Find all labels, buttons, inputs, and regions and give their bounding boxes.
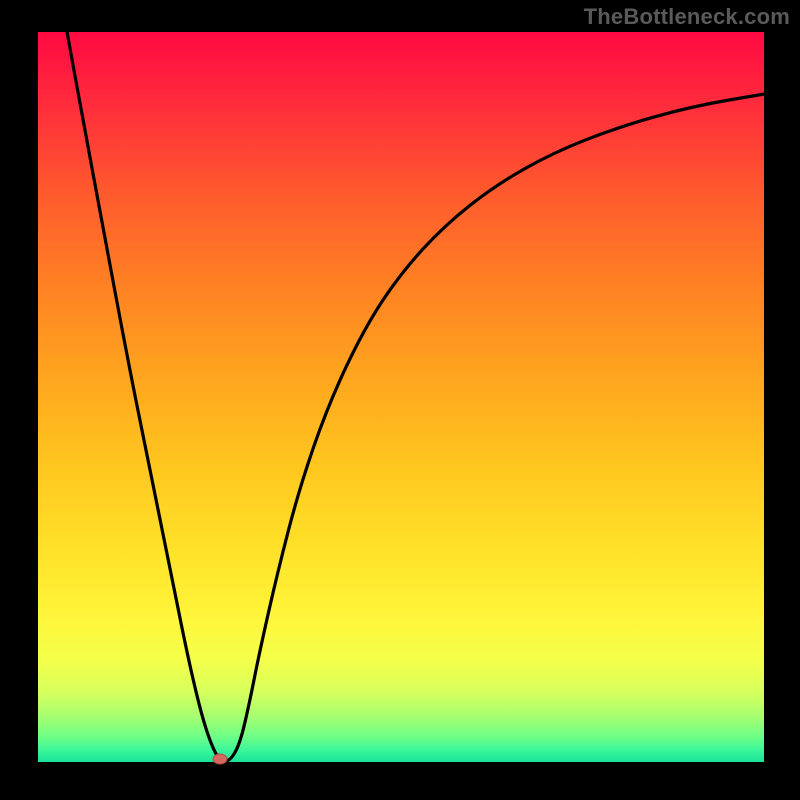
plot-area [38, 32, 764, 762]
chart-container: TheBottleneck.com [0, 0, 800, 800]
optimal-point-marker [212, 754, 227, 765]
bottleneck-curve [38, 32, 764, 762]
watermark-text: TheBottleneck.com [584, 4, 790, 30]
